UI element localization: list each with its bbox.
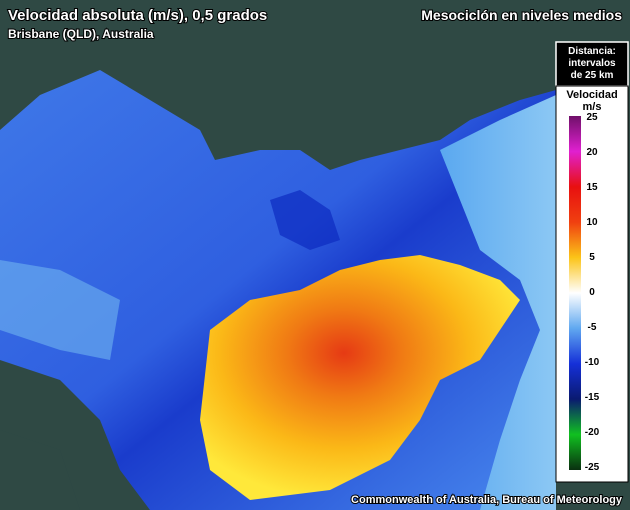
distance-box — [555, 41, 629, 87]
legend-tick-label: -15 — [585, 392, 600, 403]
radar-echoes — [0, 70, 556, 510]
legend-tick-label: -5 — [588, 322, 597, 333]
distance-line: intervalos — [568, 58, 616, 69]
colorbar — [569, 116, 581, 470]
legend-title: Velocidad — [566, 89, 617, 101]
legend-box — [555, 85, 629, 483]
legend-ticks: 25 20 15 10 5 0 -5 -10 -15 -20 -25 — [585, 112, 600, 473]
legend-tick-label: -25 — [585, 462, 600, 473]
legend-tick-label: 25 — [586, 112, 598, 123]
subtitle: Brisbane (QLD), Australia — [8, 27, 154, 41]
legend-tick-label: 10 — [586, 217, 598, 228]
product: Mesociclón en niveles medios — [421, 7, 622, 23]
legend-tick-label: 0 — [589, 287, 595, 298]
legend-tick-label: 5 — [589, 252, 595, 263]
legend-tick-label: 20 — [586, 147, 598, 158]
credit: Commonwealth of Australia, Bureau of Met… — [351, 494, 623, 506]
legend-tick-label: -20 — [585, 427, 600, 438]
distance-line: de 25 km — [571, 70, 614, 81]
legend-unit: m/s — [583, 101, 602, 113]
legend-tick-label: 15 — [586, 182, 598, 193]
legend-tick-label: -10 — [585, 357, 600, 368]
distance-line: Distancia: — [568, 46, 616, 57]
title: Velocidad absoluta (m/s), 0,5 grados — [8, 7, 267, 24]
